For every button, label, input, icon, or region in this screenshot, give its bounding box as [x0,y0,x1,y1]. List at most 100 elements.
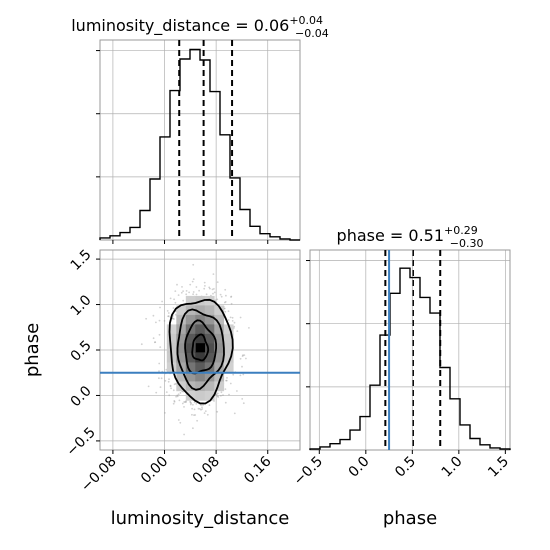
scatter-point [165,368,168,371]
scatter-point [158,319,161,322]
scatter-point [242,354,244,357]
scatter-point [214,299,217,302]
scatter-point [204,410,207,412]
density-cell [195,352,206,363]
scatter-point [204,285,206,287]
scatter-point [230,296,232,298]
contour-line [191,333,210,362]
density-cell [195,371,206,382]
scatter-point [172,389,175,392]
scatter-point [169,384,172,387]
scatter-point [232,373,235,376]
contour-line [184,319,217,375]
density-cell [214,371,225,382]
scatter-point [173,318,175,320]
scatter-point [211,288,214,291]
scatter-point [181,402,184,405]
scatter-point [152,337,155,340]
scatter-point [200,404,203,406]
title-phase: phase = 0.51+0.29 −0.30 [337,224,484,250]
scatter-point [227,319,230,321]
density-cell [204,314,215,325]
scatter-point [168,394,171,397]
scatter-point [195,293,198,296]
scatter-point [193,401,196,404]
x-tick-label: 0.00 [138,454,171,487]
scatter-point [225,294,227,297]
scatter-point [172,402,175,405]
scatter-point [213,288,215,290]
density-cell [185,333,196,344]
scatter-point [193,408,196,411]
scatter-point [167,315,170,318]
scatter-point [166,310,169,312]
density-cell [166,324,177,335]
density-cell [214,362,225,373]
scatter-point [236,330,239,332]
scatter-point [197,407,200,410]
density-cell [223,333,234,344]
scatter-point [191,413,193,416]
scatter-point [223,301,226,304]
title-luminosity-distance: luminosity_distance = 0.06+0.04 −0.04 [71,14,329,40]
density-cell [214,305,225,316]
scatter-point [179,392,182,394]
scatter-point [185,293,188,296]
scatter-point [189,283,192,286]
density-cell [176,371,187,382]
scatter-point [201,408,204,410]
scatter-point [220,394,222,397]
density-cell [176,314,187,325]
scatter-point [176,283,178,286]
scatter-point [224,288,227,291]
scatter-point [171,317,174,320]
density-cell [204,305,215,316]
scatter-point [216,395,219,398]
scatter-point [154,341,157,343]
density-cell [195,333,206,344]
scatter-point [195,286,198,288]
x-tick-label: 0.0 [346,454,373,481]
scatter-point [203,412,206,414]
scatter-point [160,377,163,380]
x-axis-label-phase: phase [383,508,437,529]
scatter-point [180,291,183,294]
scatter-point [189,403,192,406]
scatter-point [196,419,199,422]
scatter-point [174,313,177,316]
scatter-point [169,297,172,300]
scatter-point [230,302,233,305]
y-tick-label: 0.5 [68,338,95,365]
scatter-point [216,410,219,413]
scatter-point [239,374,242,377]
scatter-point [200,408,202,411]
scatter-point [191,407,194,410]
scatter-point [239,316,242,319]
scatter-point [147,385,150,388]
density-cell [204,390,215,401]
scatter-point [222,394,224,396]
scatter-point [164,412,166,414]
scatter-point [236,390,238,392]
scatter-point [191,280,194,283]
scatter-point [192,427,194,430]
scatter-point [224,388,227,390]
density-cell [204,352,215,363]
density-cell [204,333,215,344]
x-tick-label: 1.5 [485,454,512,481]
density-cell [223,362,234,373]
scatter-point [220,391,223,394]
scatter-point [212,292,214,295]
density-cell [223,352,234,363]
scatter-point [189,401,192,404]
scatter-point [201,406,203,409]
scatter-point [242,373,245,376]
scatter-point [228,393,230,396]
scatter-point [173,400,176,402]
scatter-point [216,281,219,283]
scatter-point [225,379,228,382]
density-cell [195,390,206,401]
scatter-point [242,402,245,405]
panel-frame [99,39,301,241]
